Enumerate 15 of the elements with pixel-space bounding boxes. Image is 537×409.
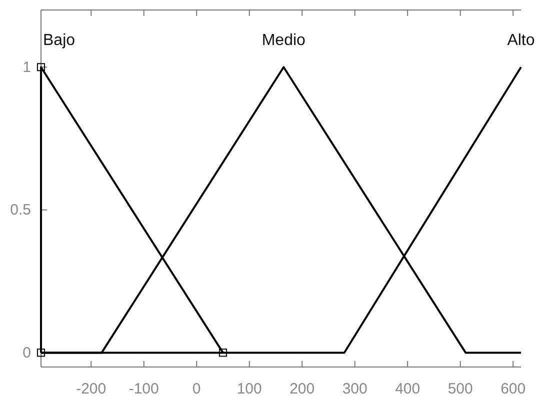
x-tick-label: 500	[448, 380, 473, 398]
x-tick-label: 600	[500, 380, 526, 398]
y-tick-label: 1	[22, 58, 31, 76]
x-tick-label: 0	[192, 380, 201, 398]
x-tick-label: -100	[128, 380, 159, 398]
series-label: Bajo	[43, 32, 76, 50]
x-tick-label: 100	[236, 380, 262, 398]
x-tick-label: 300	[342, 380, 368, 398]
series-label: Medio	[262, 32, 306, 50]
y-tick-label: 0	[22, 344, 31, 362]
x-tick-label: 200	[290, 380, 315, 398]
x-tick-label: 400	[395, 380, 420, 398]
x-tick-label: -200	[76, 380, 106, 398]
series-label: Alto	[507, 32, 535, 50]
y-tick-label: 0.5	[10, 202, 31, 219]
